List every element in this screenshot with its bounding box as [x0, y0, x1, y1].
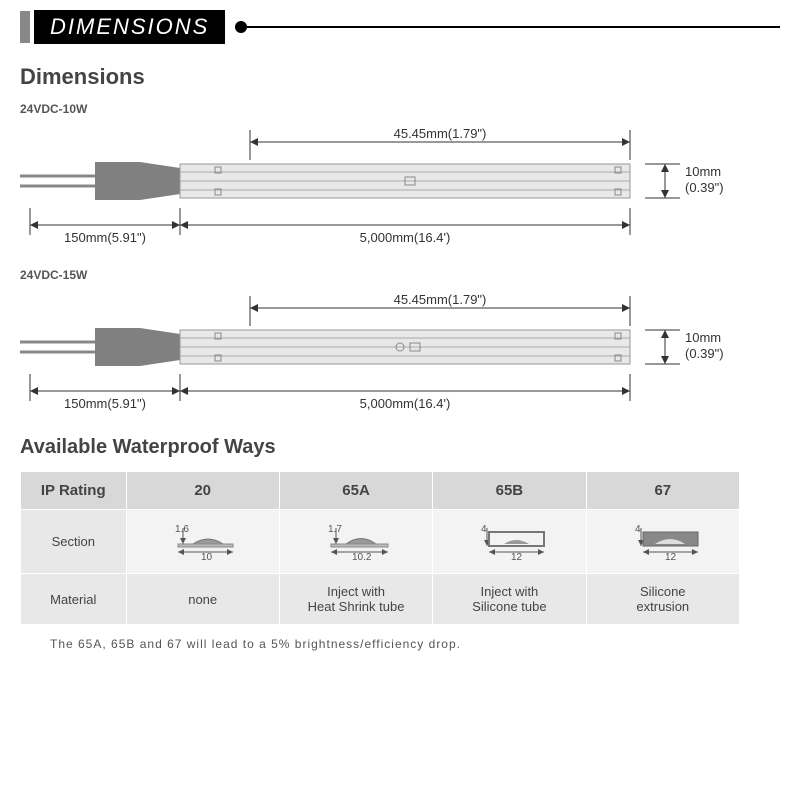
- th-67: 67: [586, 472, 739, 510]
- row-label: Material: [21, 574, 127, 625]
- svg-text:(0.39"): (0.39"): [685, 346, 724, 361]
- section-cell: 1.7 10.2: [279, 510, 432, 574]
- svg-text:45.45mm(1.79"): 45.45mm(1.79"): [394, 292, 487, 307]
- material-cell: Silicone extrusion: [586, 574, 739, 625]
- header-title: DIMENSIONS: [34, 10, 225, 44]
- header-rule: [247, 26, 780, 28]
- svg-text:10: 10: [201, 552, 213, 560]
- section-cell: 4 12: [586, 510, 739, 574]
- waterproof-table-wrap: IP Rating 20 65A 65B 67 Section 1.6 10: [20, 471, 740, 625]
- strip-diagram-svg: 45.45mm(1.79") 10mm (0.39") 150mm(5.91")…: [20, 286, 760, 416]
- height-in-label: (0.39"): [685, 180, 724, 195]
- total-label: 5,000mm(16.4'): [360, 230, 451, 245]
- th-20: 20: [126, 472, 279, 510]
- strip-diagram-svg: 45.45mm(1.79") 10mm (0.39") 150mm(5.91"): [20, 120, 760, 250]
- row-label: Section: [21, 510, 127, 574]
- row-section: Section 1.6 10 1.7: [21, 510, 740, 574]
- svg-text:12: 12: [511, 552, 523, 560]
- svg-text:1.7: 1.7: [328, 524, 342, 535]
- th-65b: 65B: [433, 472, 586, 510]
- diagram-24vdc-15w: 24VDC-15W 45.45mm(1.79") 10mm (0.39"): [20, 268, 780, 416]
- material-cell: Inject with Heat Shrink tube: [279, 574, 432, 625]
- svg-text:5,000mm(16.4'): 5,000mm(16.4'): [360, 396, 451, 411]
- header-accent: [20, 11, 30, 43]
- page-header: DIMENSIONS: [20, 10, 780, 44]
- svg-text:10.2: 10.2: [352, 552, 372, 560]
- section-cell: 4 12: [433, 510, 586, 574]
- diagram-24vdc-10w: 24VDC-10W 45.45mm(1.79") 10mm (0.39"): [20, 102, 780, 250]
- svg-text:150mm(5.91"): 150mm(5.91"): [64, 396, 146, 411]
- seg-top-label: 45.45mm(1.79"): [394, 126, 487, 141]
- header-dot: [235, 21, 247, 33]
- svg-text:4: 4: [635, 524, 641, 535]
- section-cell: 1.6 10: [126, 510, 279, 574]
- lead-label: 150mm(5.91"): [64, 230, 146, 245]
- section-title-dimensions: Dimensions: [20, 64, 780, 90]
- material-cell: none: [126, 574, 279, 625]
- model-label: 24VDC-10W: [20, 102, 780, 116]
- svg-text:4: 4: [481, 524, 487, 535]
- height-label: 10mm: [685, 164, 721, 179]
- waterproof-table: IP Rating 20 65A 65B 67 Section 1.6 10: [20, 471, 740, 625]
- svg-text:10mm: 10mm: [685, 330, 721, 345]
- svg-text:12: 12: [665, 552, 677, 560]
- material-cell: Inject with Silicone tube: [433, 574, 586, 625]
- row-material: Material none Inject with Heat Shrink tu…: [21, 574, 740, 625]
- section-title-waterproof: Available Waterproof Ways: [20, 436, 780, 459]
- svg-text:1.6: 1.6: [175, 524, 189, 535]
- th-iprating: IP Rating: [21, 472, 127, 510]
- footnote: The 65A, 65B and 67 will lead to a 5% br…: [20, 637, 780, 651]
- th-65a: 65A: [279, 472, 432, 510]
- model-label: 24VDC-15W: [20, 268, 780, 282]
